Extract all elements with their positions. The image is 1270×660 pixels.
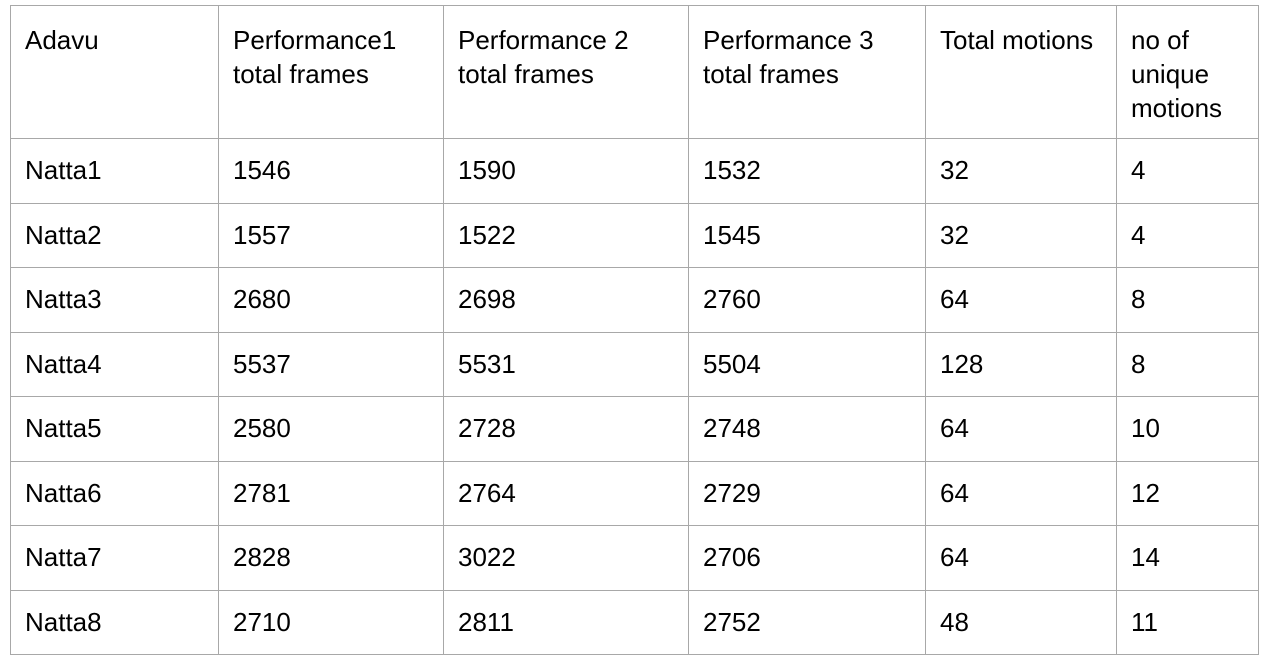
table-row: Natta3 2680 2698 2760 64 8 bbox=[10, 267, 1259, 333]
cell-adavu: Natta6 bbox=[10, 460, 219, 526]
table-row: Natta8 2710 2811 2752 48 11 bbox=[10, 589, 1259, 655]
cell-unique-motions: 8 bbox=[1116, 267, 1259, 333]
cell-perf1: 1546 bbox=[218, 138, 444, 204]
header-performance3-total-frames: Performance 3 total frames bbox=[688, 5, 926, 139]
cell-perf2: 2728 bbox=[443, 396, 689, 462]
cell-total-motions: 64 bbox=[925, 460, 1117, 526]
cell-total-motions: 32 bbox=[925, 138, 1117, 204]
cell-perf1: 2710 bbox=[218, 589, 444, 655]
cell-unique-motions: 4 bbox=[1116, 138, 1259, 204]
cell-adavu: Natta3 bbox=[10, 267, 219, 333]
cell-adavu: Natta4 bbox=[10, 331, 219, 397]
header-adavu: Adavu bbox=[10, 5, 219, 139]
table-row: Natta2 1557 1522 1545 32 4 bbox=[10, 202, 1259, 268]
cell-perf3: 5504 bbox=[688, 331, 926, 397]
header-unique-motions: no of unique motions bbox=[1116, 5, 1259, 139]
cell-perf2: 2764 bbox=[443, 460, 689, 526]
cell-perf2: 1522 bbox=[443, 202, 689, 268]
cell-perf1: 2580 bbox=[218, 396, 444, 462]
cell-unique-motions: 14 bbox=[1116, 525, 1259, 591]
header-performance2-total-frames: Performance 2 total frames bbox=[443, 5, 689, 139]
cell-total-motions: 64 bbox=[925, 525, 1117, 591]
cell-perf2: 1590 bbox=[443, 138, 689, 204]
cell-perf3: 2760 bbox=[688, 267, 926, 333]
cell-perf2: 2811 bbox=[443, 589, 689, 655]
cell-perf2: 2698 bbox=[443, 267, 689, 333]
cell-perf3: 1545 bbox=[688, 202, 926, 268]
cell-adavu: Natta1 bbox=[10, 138, 219, 204]
cell-total-motions: 128 bbox=[925, 331, 1117, 397]
cell-adavu: Natta5 bbox=[10, 396, 219, 462]
cell-total-motions: 48 bbox=[925, 589, 1117, 655]
cell-perf1: 2781 bbox=[218, 460, 444, 526]
table-row: Natta7 2828 3022 2706 64 14 bbox=[10, 525, 1259, 591]
cell-perf1: 1557 bbox=[218, 202, 444, 268]
table-row: Natta6 2781 2764 2729 64 12 bbox=[10, 460, 1259, 526]
cell-total-motions: 64 bbox=[925, 267, 1117, 333]
adavu-frames-table: Adavu Performance1 total frames Performa… bbox=[10, 5, 1259, 655]
cell-unique-motions: 8 bbox=[1116, 331, 1259, 397]
cell-adavu: Natta7 bbox=[10, 525, 219, 591]
table-header-row: Adavu Performance1 total frames Performa… bbox=[10, 5, 1259, 139]
cell-perf2: 3022 bbox=[443, 525, 689, 591]
cell-unique-motions: 11 bbox=[1116, 589, 1259, 655]
cell-perf1: 2828 bbox=[218, 525, 444, 591]
table-row: Natta1 1546 1590 1532 32 4 bbox=[10, 138, 1259, 204]
cell-perf3: 2706 bbox=[688, 525, 926, 591]
cell-unique-motions: 4 bbox=[1116, 202, 1259, 268]
header-total-motions: Total motions bbox=[925, 5, 1117, 139]
data-table-container: Adavu Performance1 total frames Performa… bbox=[10, 5, 1259, 655]
cell-adavu: Natta2 bbox=[10, 202, 219, 268]
table-row: Natta4 5537 5531 5504 128 8 bbox=[10, 331, 1259, 397]
cell-unique-motions: 10 bbox=[1116, 396, 1259, 462]
table-row: Natta5 2580 2728 2748 64 10 bbox=[10, 396, 1259, 462]
cell-adavu: Natta8 bbox=[10, 589, 219, 655]
cell-perf3: 1532 bbox=[688, 138, 926, 204]
cell-perf3: 2748 bbox=[688, 396, 926, 462]
header-performance1-total-frames: Performance1 total frames bbox=[218, 5, 444, 139]
cell-total-motions: 64 bbox=[925, 396, 1117, 462]
cell-perf1: 2680 bbox=[218, 267, 444, 333]
cell-perf3: 2752 bbox=[688, 589, 926, 655]
cell-total-motions: 32 bbox=[925, 202, 1117, 268]
cell-perf1: 5537 bbox=[218, 331, 444, 397]
cell-unique-motions: 12 bbox=[1116, 460, 1259, 526]
cell-perf2: 5531 bbox=[443, 331, 689, 397]
cell-perf3: 2729 bbox=[688, 460, 926, 526]
